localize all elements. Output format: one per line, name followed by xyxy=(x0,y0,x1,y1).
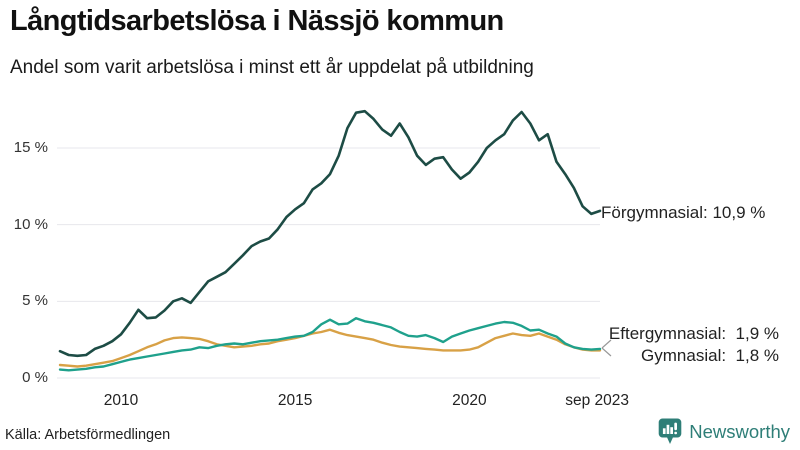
source-credit: Källa: Arbetsförmedlingen xyxy=(5,427,171,443)
page-title: Långtidsarbetslösa i Nässjö kommun xyxy=(10,5,504,37)
series-line-förgymnasial xyxy=(58,109,602,358)
series-line-gymnasial xyxy=(58,328,602,368)
x-tick-2015: 2015 xyxy=(277,392,313,409)
series-label-forgymnasial: Förgymnasial: 10,9 % xyxy=(601,203,766,222)
x-tick-2020: 2020 xyxy=(452,392,487,409)
logo-wordmark: Newsworthy xyxy=(689,420,790,442)
series-label-eftergymnasial: Eftergymnasial: 1,9 % xyxy=(608,324,779,343)
x-tick-2010: 2010 xyxy=(103,392,139,409)
x-tick-sep-2023: sep 2023 xyxy=(565,392,629,409)
y-tick-15: 15 % xyxy=(13,139,48,156)
chart-subtitle: Andel som varit arbetslösa i minst ett å… xyxy=(10,57,534,78)
newsworthy-bubble-chart-icon xyxy=(658,418,682,444)
series-line-eftergymnasial xyxy=(58,317,602,372)
y-tick-10: 10 % xyxy=(13,215,48,233)
y-tick-0: 0 % xyxy=(22,369,48,386)
y-tick-5: 5 % xyxy=(22,292,48,310)
series-label-gymnasial: Gymnasial: 1,8 % xyxy=(641,346,779,365)
newsworthy-logo[interactable]: Newsworthy xyxy=(658,418,790,445)
